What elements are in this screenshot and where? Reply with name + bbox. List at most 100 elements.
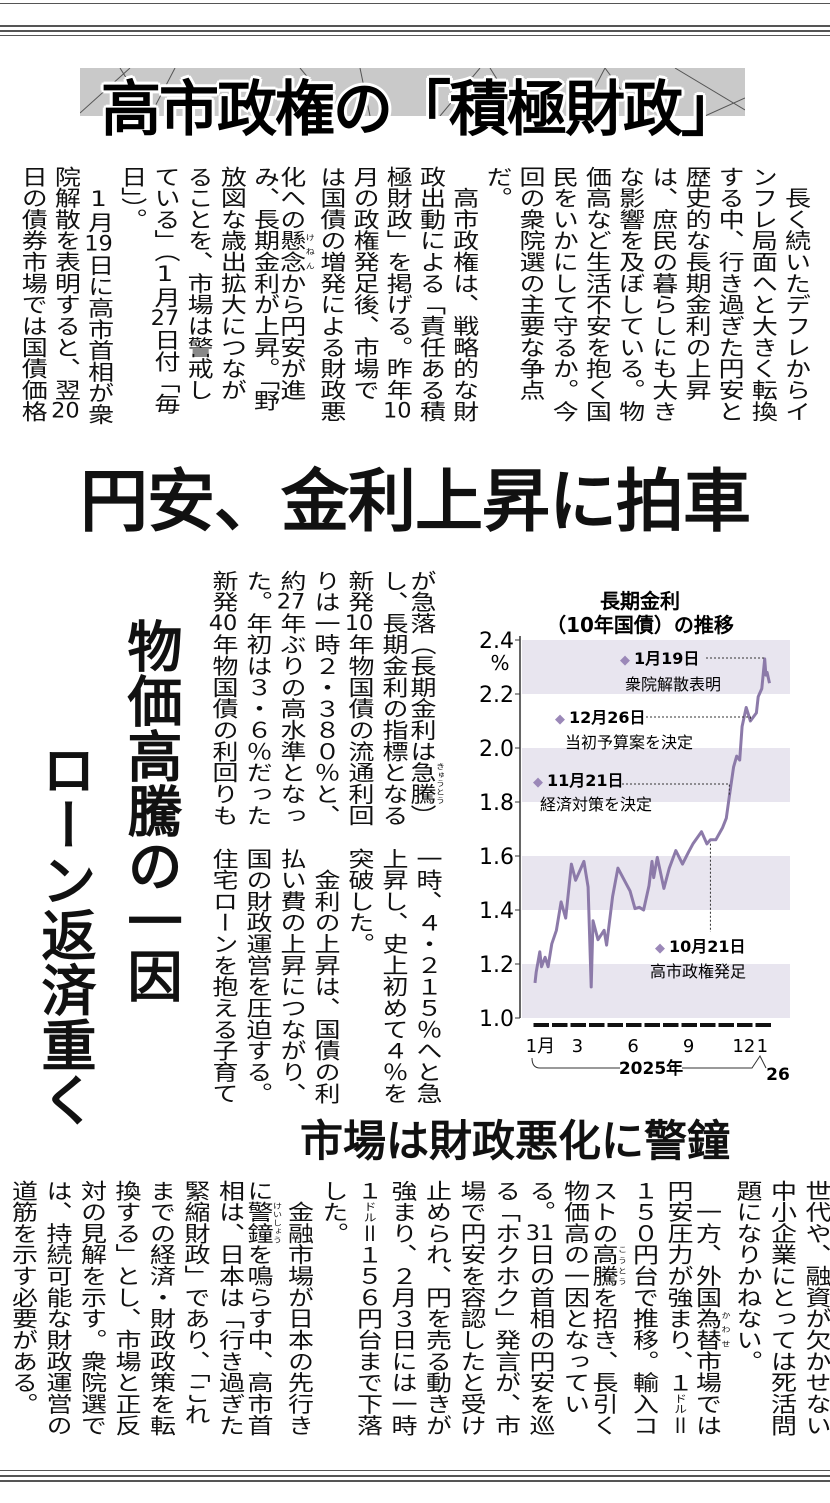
text-column: 上昇し、史上初めて４％を	[378, 848, 408, 1104]
text-column: 道筋を示す必要がある。	[7, 1180, 38, 1415]
text-column: だ。	[481, 166, 512, 209]
month-tick	[626, 1023, 642, 1027]
text-column: 換する」とし、市場と正反	[111, 1180, 141, 1436]
text-column: 対の見解を示す。衆院選で	[76, 1180, 107, 1436]
text-column: は、持続可能な財政運営の	[42, 1180, 72, 1436]
text-column: 金融市場が日本の先行き	[283, 1180, 314, 1436]
month-tick	[589, 1023, 605, 1027]
intro-article: 長く続いたデフレからイ ンフレ局面へと大きく転換 する中、行き過ぎた円安と 歴史的な長…	[15, 166, 812, 428]
year-bracket	[531, 1055, 767, 1069]
year-label: 26	[766, 1065, 790, 1085]
bottom-double-rule	[0, 1470, 830, 1471]
text-column: 民をいかにして守るか。今	[548, 166, 579, 422]
text-column: する中、行き過ぎた円安と	[714, 166, 745, 422]
month-tick	[681, 1023, 697, 1027]
text-column: １ドル＝１５６円台まで下落	[352, 1180, 383, 1436]
chart-subtitle: （10年国債）の推移	[546, 613, 734, 637]
text-column: る「ホクホク」発言が、市	[490, 1180, 521, 1436]
text-column: 相は、日本は「行き過ぎた	[214, 1180, 245, 1436]
text-column: は、庶民の暮らしにも大き	[647, 166, 678, 422]
text-column: 新発40年物国債の利回りも	[208, 570, 238, 826]
y-unit-label: %	[490, 651, 509, 675]
text-column: は国債の増発による財政悪	[315, 166, 346, 422]
text-column: 日の債券市場では国債価格	[17, 166, 48, 422]
main-headline: 円安、金利上昇に拍車	[79, 463, 751, 542]
text-column: た。年初は３・６％だった	[242, 570, 272, 826]
side-headline-1: 物価高騰の一因	[118, 618, 182, 1003]
text-column: 月の政権発足後、市場で	[349, 166, 380, 401]
diamond-marker-icon: ◆	[555, 712, 565, 727]
text-column: み、長期金利が上昇。「野	[249, 166, 280, 412]
text-column: 約27年ぶりの高水準となっ	[276, 570, 306, 826]
text-column: 新発10年物国債の流通利回	[344, 570, 374, 826]
text-column: ンフレ局面へと大きく転換	[747, 166, 778, 422]
y-tick-label: 1.2	[479, 953, 514, 978]
text-column: 物価高の一因となってい	[559, 1180, 590, 1415]
annotation-date: 12月26日	[569, 708, 646, 727]
text-column: 場で円安を容認したと受け	[456, 1180, 486, 1436]
annotation-leader	[646, 716, 751, 721]
grid-band	[522, 964, 790, 1018]
x-tick-label: 9	[683, 1036, 694, 1057]
long-term-rate-chart: 1.0 1.2 1.4 1.6 1.8 2.0 2.2 2.4% 長期金利（10年国債）の推移 1…	[479, 589, 790, 1085]
text-column: ている」（1月27日付「毎	[149, 166, 180, 415]
text-column: りは一時２・３８０％と、	[310, 570, 340, 826]
x-tick-label: 12	[732, 1036, 755, 1057]
text-column: した。	[318, 1180, 348, 1244]
text-column: な影響を及ぼしている。物	[614, 166, 645, 422]
y-tick-label: 2.2	[479, 683, 514, 708]
text-column: １５０円台で推移。輸入コ	[628, 1180, 659, 1436]
text-column: 長く続いたデフレからイ	[780, 166, 811, 422]
text-column: に警鐘けいしょうを鳴らす中、高市首	[243, 1180, 281, 1436]
text-column: 回の衆院選の主要な争点	[515, 166, 545, 401]
bottom-double-rule	[0, 1475, 830, 1477]
x-tick-label: 6	[627, 1036, 638, 1057]
banner-pattern	[80, 68, 745, 116]
text-column: 極財政」を掲げる。昨年10	[382, 166, 413, 422]
text-column: 止められ、円を売る動きが	[421, 1180, 452, 1436]
text-column: 放図な歳出拡大につなが	[216, 166, 247, 401]
text-column: 日」）。	[116, 166, 147, 230]
text-column: までの経済・財政政策を転	[145, 1180, 176, 1436]
month-tick	[663, 1023, 679, 1027]
grid-band	[522, 640, 790, 694]
text-column: し、長期金利の指標となる	[378, 570, 408, 826]
month-tick	[607, 1023, 623, 1027]
text-column: 円安圧力が強まり、１ドル＝	[663, 1180, 693, 1436]
text-column: ることを、市場は警戒し	[183, 166, 214, 401]
month-tick	[718, 1023, 734, 1027]
text-column: 1月19日に高市首相が衆	[83, 166, 114, 426]
text-column: ストの高騰こうとうを招き、長引く	[588, 1180, 626, 1436]
text-column: 高市政権は、戦略的な財	[448, 166, 479, 422]
annotation-text: 衆院解散表明	[625, 675, 721, 694]
y-tick-label: 1.6	[479, 845, 514, 870]
month-tick	[644, 1023, 660, 1027]
x-tick-label: 3	[572, 1036, 583, 1057]
annotation-text: 経済対策を決定	[540, 795, 652, 814]
month-tick	[533, 1023, 549, 1027]
middle-article-upper: が急落（長期金利は急騰きゅうとう） し、長期金利の指標となる 新発10年物国債の流通…	[206, 570, 444, 832]
text-column: 中小企業にとっては死活問	[766, 1180, 797, 1436]
page-title: 高市政権の「積極財政」	[101, 75, 741, 145]
series-line	[533, 657, 771, 989]
year-label: 2025年	[619, 1058, 683, 1079]
y-tick-label: 1.0	[479, 1007, 514, 1032]
text-column: 突破した。	[344, 848, 374, 955]
text-column: 国の財政運営を圧迫する。	[242, 848, 272, 1104]
text-column: 価高など生活不安を抱く国	[581, 166, 612, 422]
annotation-text: 当初予算案を決定	[565, 733, 693, 752]
middle-article-lower: 一時、４・２１５％へと急 上昇し、史上初めて４％を 突破した。 金利の上昇は、国債の…	[206, 848, 444, 1110]
x-tick-label: 1月	[526, 1036, 555, 1057]
text-column: る。31日の首相の円安を巡	[525, 1180, 555, 1436]
text-column: 払い費の上昇につながり、	[276, 848, 306, 1104]
month-tick	[552, 1023, 568, 1027]
annotation-date: 10月21日	[669, 937, 746, 956]
text-column: 一時、４・２１５％へと急	[412, 848, 442, 1104]
diamond-marker-icon: ◆	[533, 775, 543, 790]
text-column: 緊縮財政」であり、「これ	[180, 1180, 210, 1426]
month-tick	[737, 1023, 753, 1027]
grid-band	[522, 748, 790, 802]
y-tick-label: 1.8	[479, 791, 514, 816]
annotation-date: 1月19日	[634, 649, 699, 668]
top-rule	[0, 3, 830, 4]
